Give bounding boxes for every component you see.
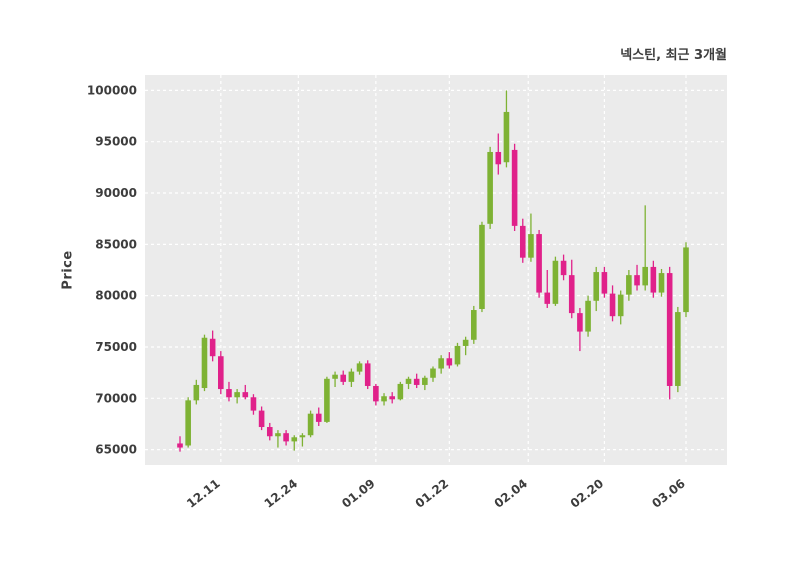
- candle: [462, 336, 469, 356]
- candle: [291, 435, 298, 451]
- candle: [658, 268, 665, 297]
- x-tick-label: 02.04: [492, 476, 531, 510]
- candle: [430, 366, 436, 382]
- candle: [438, 355, 444, 374]
- candle: [193, 379, 200, 405]
- candle: [389, 392, 395, 404]
- candle: [683, 242, 689, 318]
- x-tick-label: 02.20: [568, 476, 607, 510]
- candles: [177, 90, 689, 452]
- x-tick-label: 01.09: [339, 476, 378, 510]
- candle: [397, 381, 404, 401]
- candle: [307, 410, 314, 438]
- candle: [568, 259, 575, 319]
- y-tick-label: 95000: [95, 135, 137, 149]
- candle: [511, 143, 518, 231]
- candle: [593, 266, 600, 312]
- y-tick-label: 90000: [95, 186, 137, 200]
- y-tick-label: 70000: [95, 391, 137, 405]
- candle: [634, 264, 640, 291]
- candle: [675, 306, 681, 393]
- plot-area: [145, 75, 727, 465]
- candle: [315, 407, 322, 426]
- x-tick-label: 12.24: [262, 476, 301, 510]
- y-axis-labels: 65000 70000 75000 80000 85000 90000 95000 10000…: [87, 83, 137, 456]
- candle: [364, 360, 371, 390]
- candle: [487, 146, 493, 229]
- y-tick-label: 65000: [95, 443, 137, 457]
- candle: [577, 307, 583, 352]
- candle: [650, 260, 657, 298]
- candle: [560, 254, 567, 281]
- y-tick-label: 100000: [87, 83, 137, 97]
- x-tick-label: 01.22: [413, 476, 452, 510]
- x-tick-label: 12.11: [184, 476, 223, 510]
- y-axis-title: Price: [60, 250, 76, 290]
- candle: [266, 422, 273, 441]
- candle: [495, 133, 502, 175]
- candle: [601, 266, 608, 298]
- candle: [519, 218, 526, 263]
- x-axis-labels: 12.11 12.24 01.09 01.22 02.04 02.20 03.06: [184, 476, 688, 510]
- candle: [209, 330, 216, 362]
- candle: [666, 266, 673, 400]
- candle: [528, 213, 534, 262]
- y-tick-label: 80000: [95, 289, 137, 303]
- candle: [536, 229, 542, 298]
- candle: [642, 205, 648, 291]
- candle: [503, 90, 510, 168]
- gridlines: [145, 75, 727, 465]
- chart-title: 넥스틴, 최근 3개월: [620, 48, 727, 63]
- x-tick-label: 03.06: [649, 476, 688, 510]
- candle: [218, 351, 224, 395]
- candle: [332, 371, 338, 387]
- candle: [413, 373, 420, 389]
- y-tick-label: 75000: [95, 340, 137, 354]
- y-tick-label: 85000: [95, 237, 137, 251]
- candle: [626, 270, 632, 301]
- candle: [299, 433, 306, 447]
- candle: [283, 430, 289, 446]
- candle: [356, 361, 363, 375]
- candle: [275, 430, 281, 448]
- candle: [185, 397, 191, 448]
- candle: [454, 342, 461, 367]
- candle: [585, 295, 591, 337]
- candle: [405, 376, 412, 390]
- candle: [324, 376, 330, 423]
- candle: [552, 256, 559, 306]
- candle: [250, 394, 257, 415]
- candle: [381, 393, 387, 406]
- candle: [340, 370, 347, 385]
- candle: [348, 368, 355, 387]
- candle: [446, 352, 453, 369]
- candle: [373, 383, 379, 406]
- candle: [201, 334, 208, 392]
- candle: [617, 290, 624, 325]
- candle: [544, 270, 551, 308]
- candle: [609, 285, 616, 322]
- candle: [226, 381, 232, 402]
- candle: [242, 384, 249, 400]
- candle: [471, 305, 477, 344]
- candle: [479, 221, 485, 313]
- candle: [234, 389, 240, 404]
- candle: [422, 375, 428, 391]
- candle: [177, 436, 183, 452]
- candle: [258, 406, 265, 431]
